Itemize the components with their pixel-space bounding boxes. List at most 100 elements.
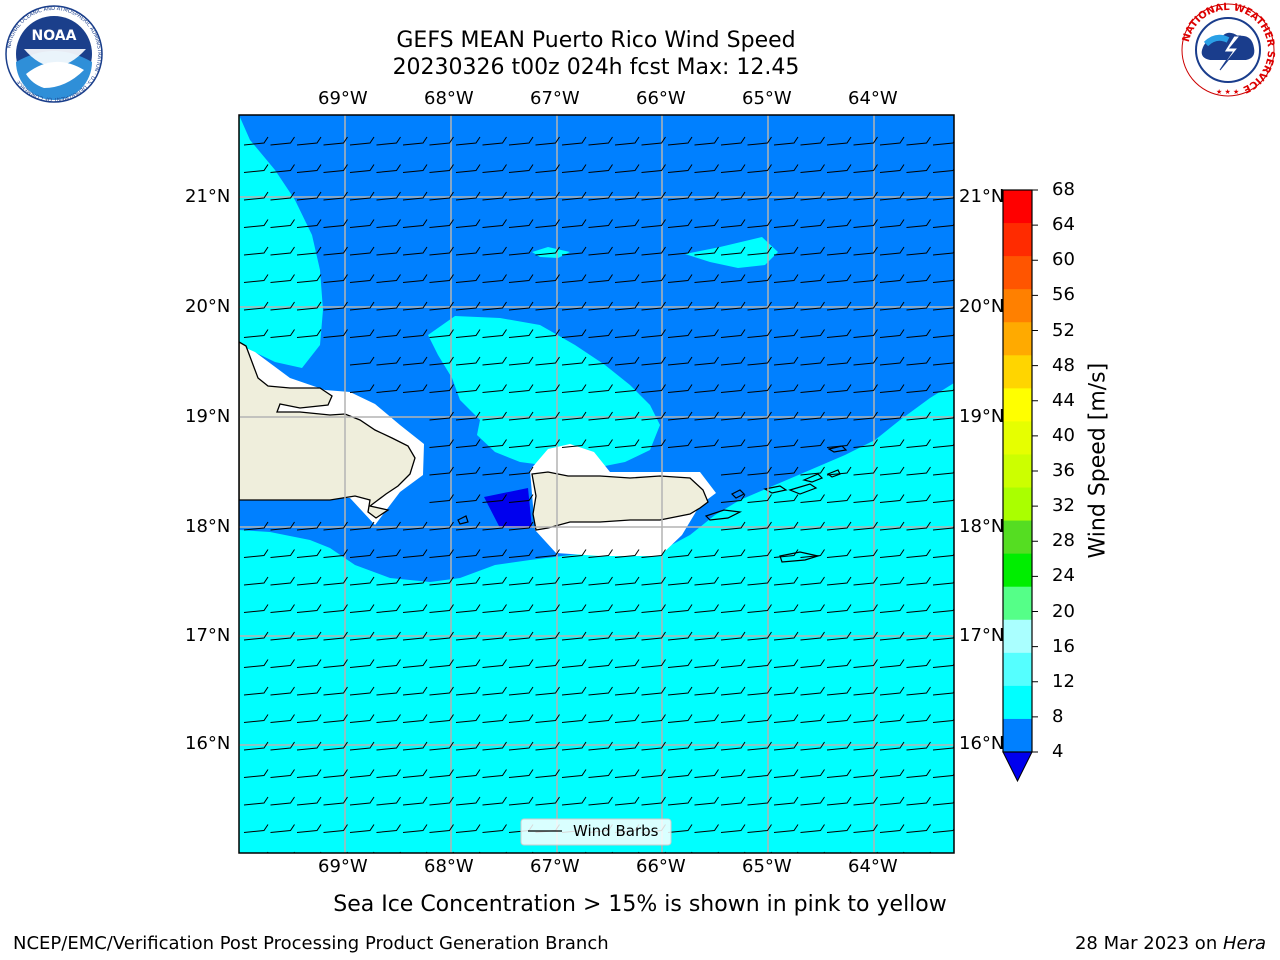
wind-barb [826,549,852,558]
wind-barb [429,329,454,338]
wind-barb [853,741,878,751]
wind-barb [667,136,693,146]
colorbar-tick-label: 36 [1052,460,1075,481]
wind-barb [853,714,878,723]
wind-barb [535,714,560,723]
wind-barb [508,356,534,366]
wind-barb [641,796,666,806]
wind-barb [853,219,878,228]
wind-barb [588,796,613,806]
wind-barb [747,329,772,338]
wind-barb [402,246,428,256]
footer-left: NCEP/EMC/Verification Post Processing Pr… [13,933,609,954]
wind-barb [349,631,375,641]
wind-barb [720,576,746,586]
wind-barb [747,191,772,201]
wind-barb [826,356,852,366]
wind-barb [508,769,534,778]
wind-barb [402,741,428,751]
colorbar-tick-label: 16 [1052,635,1075,657]
wind-barb [800,274,825,283]
wind-barb [535,411,560,421]
wind-barb [243,769,269,778]
wind-barb [243,549,269,558]
wind-barb [323,219,348,228]
wind-barb [694,796,719,806]
wind-barb [270,136,295,146]
colorbar-tick-label: 48 [1052,354,1075,376]
wind-barb [270,741,295,751]
wind-barb [376,769,401,778]
wind-barb [773,329,799,338]
wind-barb [879,411,905,421]
wind-barb [429,604,454,613]
wind-barb [853,659,878,668]
wind-barb [800,769,825,778]
lat-label-left-6: 16°N [185,733,231,754]
wind-barb [853,466,878,476]
wind-barb [932,745,954,751]
wind-barb [482,796,507,806]
wind-barb [773,384,799,393]
wind-barb [826,714,852,723]
wind-barb [323,796,348,806]
wind-barb [641,219,666,228]
wind-barb [535,796,560,806]
wind-barb [323,824,348,833]
wind-barb [508,521,534,531]
wind-barb [826,796,852,806]
wind-barb [641,136,666,146]
wind-barb [747,549,772,558]
wind-barb [402,329,428,338]
colorbar-tick-label: 52 [1052,319,1075,341]
wind-barb [932,800,954,806]
wind-barb [826,136,852,146]
wind-barb [853,769,878,778]
wind-barb [826,246,852,256]
wind-barb [773,741,799,751]
lon-label-top-1: 69°W [318,88,368,109]
wind-barb [932,415,954,421]
wind-barb [323,549,348,558]
wind-barb [402,631,428,641]
wind-barb [800,411,825,421]
wind-barb [455,136,481,146]
wind-barb [588,164,613,173]
colorbar-band [1003,718,1032,753]
wind-barb [932,195,954,201]
wind-barb [747,219,772,228]
wind-barb [906,494,931,503]
wind-barb [906,356,931,366]
wind-barb [747,384,772,393]
wind-barb [508,246,534,256]
colorbar-band [1003,289,1032,323]
wind-barb [508,549,534,558]
wind-barb [402,796,428,806]
wind-barb [243,164,269,173]
wind-barb [349,384,375,393]
wind-barb [667,439,693,448]
wind-barb [641,384,666,393]
wind-barb [773,549,799,558]
wind-barb [535,576,560,586]
wind-barb [614,164,640,173]
wind-barb [826,686,852,696]
wind-barb [720,301,746,311]
wind-barb [667,301,693,311]
wind-barb [879,329,905,338]
wind-barb [508,631,534,641]
wind-barb [482,576,507,586]
legend-box [520,818,672,846]
wind-barb [747,356,772,366]
wind-barb [243,329,269,338]
wind-barb [826,439,852,448]
wind-barb [561,164,587,173]
colorbar-band [1003,388,1032,422]
wind-barb [535,329,560,338]
wind-barb [853,494,878,503]
wind-barb [561,411,587,421]
wind-barb [720,769,746,778]
wind-barb [402,521,428,531]
wind-barb [296,604,322,613]
wind-barb [588,384,613,393]
